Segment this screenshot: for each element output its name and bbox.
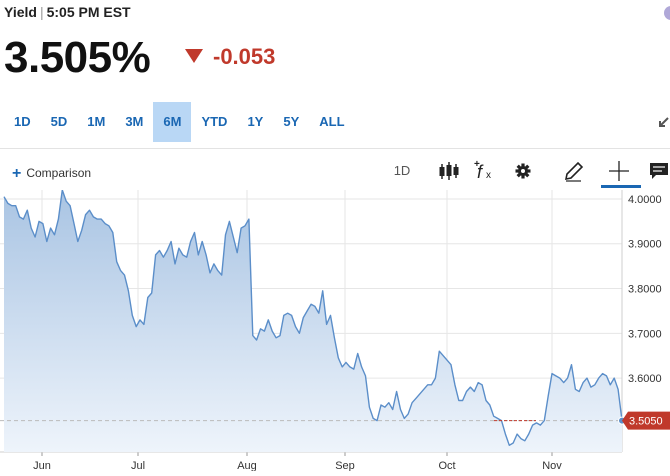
x-tick-label: Oct xyxy=(438,460,455,471)
crosshair-icon[interactable] xyxy=(606,158,632,184)
range-selector: 1D 5D 1M 3M 6M YTD 1Y 5Y ALL xyxy=(4,102,355,142)
range-button-5y[interactable]: 5Y xyxy=(283,114,300,129)
last-price-tag-label: 3.5050 xyxy=(629,416,663,428)
settings-icon[interactable] xyxy=(513,158,533,184)
comment-icon[interactable] xyxy=(648,158,670,184)
range-button-1m[interactable]: 1M xyxy=(87,114,106,129)
x-tick-label: Jun xyxy=(33,460,51,471)
header-separator: | xyxy=(39,4,44,20)
x-tick-label: Jul xyxy=(131,460,145,471)
y-tick-label: 3.9000 xyxy=(628,239,662,251)
yield-change: -0.053 xyxy=(185,44,275,70)
draw-pencil-icon[interactable] xyxy=(561,158,585,184)
range-button-all[interactable]: ALL xyxy=(319,114,345,129)
range-button-1y[interactable]: 1Y xyxy=(247,114,264,129)
svg-text:+: + xyxy=(474,159,480,170)
plus-icon: + xyxy=(12,165,22,182)
comparison-button[interactable]: + Comparison xyxy=(12,165,91,183)
quote-header: Yield | 5:05 PM EST xyxy=(4,4,131,20)
range-button-5d[interactable]: 5D xyxy=(50,114,68,129)
range-button-6m[interactable]: 6M xyxy=(153,102,192,142)
x-tick-label: Nov xyxy=(542,460,562,471)
y-tick-label: 4.0000 xyxy=(628,194,662,206)
x-tick-label: Aug xyxy=(237,460,257,471)
svg-text:x: x xyxy=(486,170,491,181)
y-tick-label: 3.8000 xyxy=(628,284,662,296)
expand-chart-icon[interactable] xyxy=(658,114,670,128)
series-area xyxy=(4,190,622,452)
yield-chart[interactable]: 4.0000 3.9000 3.8000 3.7000 3.6000 Jun Jul Aug S… xyxy=(0,189,670,472)
range-button-ytd[interactable]: YTD xyxy=(201,114,228,129)
svg-text:f: f xyxy=(477,162,484,182)
last-price-tag-bg xyxy=(622,411,670,430)
range-button-3m[interactable]: 3M xyxy=(125,114,144,129)
range-button-1d[interactable]: 1D xyxy=(14,114,31,129)
corner-badge-icon[interactable] xyxy=(664,6,670,20)
y-tick-label: 3.6000 xyxy=(628,373,662,385)
toolbar-divider xyxy=(0,148,670,149)
last-price-tag: 3.5050 xyxy=(622,411,670,430)
active-tool-indicator xyxy=(601,185,641,188)
interval-button[interactable]: 1D xyxy=(393,163,411,178)
down-arrow-icon xyxy=(185,49,203,63)
yield-value: 3.505% xyxy=(4,33,151,82)
comparison-label: Comparison xyxy=(26,166,92,180)
yield-label: Yield xyxy=(4,4,37,20)
quote-time: 5:05 PM EST xyxy=(46,4,131,20)
yield-change-value: -0.053 xyxy=(213,44,276,69)
chart-canvas[interactable]: 4.0000 3.9000 3.8000 3.7000 3.6000 Jun Jul Aug S… xyxy=(0,189,670,472)
x-tick-label: Sep xyxy=(335,460,355,471)
series-line xyxy=(3,189,623,446)
function-icon[interactable]: f x + xyxy=(473,158,499,184)
candlestick-icon[interactable] xyxy=(437,158,461,184)
y-tick-label: 3.7000 xyxy=(628,328,662,340)
